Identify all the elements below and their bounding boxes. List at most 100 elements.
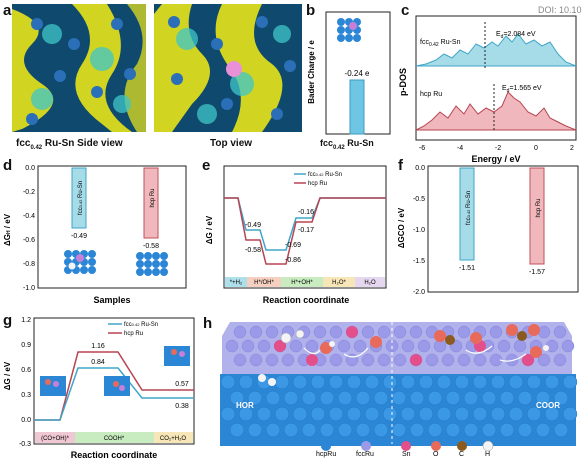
panel-d-bar-1 (71, 167, 87, 229)
panel-g-structure-3 (164, 346, 190, 366)
panel-f-bar-2 (529, 167, 545, 265)
panel-e-val-6: -0.17 (298, 227, 314, 234)
panel-g-structure-1 (40, 376, 66, 396)
panel-d-value-1: -0.49 (71, 233, 87, 240)
panel-g-ytick-0: 1.2 (21, 317, 31, 324)
panel-g-series-fcc (34, 367, 194, 421)
panel-e-val-1: -0.49 (245, 222, 261, 229)
panel-d-bar2-label: hcp Ru (150, 188, 156, 207)
panel-h-legend-3: O (433, 451, 439, 458)
panel-h-legend-1: fccRu (356, 451, 374, 458)
panel-c-chart: p-DOS fcc0.42 Ru-Sn Ed=2.084 eV hcp Ru E… (398, 15, 577, 164)
panel-e-legend-1: fcc0.42 Ru-Sn (308, 172, 342, 178)
panel-f-bar1-label: fcc0.42 Ru-Sn (466, 191, 472, 225)
panel-g-label: g (3, 312, 13, 329)
panel-h-legend-0: hcpRu (316, 451, 336, 458)
panel-h-illustration: HOR COOR hcpRu fccRu Sn O C H (216, 318, 580, 458)
panel-e-legend-2: hcp Ru (308, 181, 327, 187)
panel-b-ylabel: Bader Charge / e (307, 40, 316, 104)
panel-c-series1-area (415, 33, 577, 67)
panel-d-xlabel: Samples (93, 295, 130, 305)
panel-g-val-2: 0.84 (91, 359, 105, 366)
panel-g-val-1: 1.16 (91, 343, 105, 350)
panel-b-inset-structure (337, 18, 361, 42)
panel-c-xtick-3: 0 (534, 145, 538, 152)
panel-f-ylabel: ΔGCO / eV (397, 207, 406, 248)
panel-e-val-3: -0.69 (285, 242, 301, 249)
panel-g-ytick-3: 0.3 (21, 392, 31, 399)
panel-g-step-1: (CO+OH)* (41, 436, 70, 442)
doi-watermark: DOI: 10.10 (538, 5, 582, 15)
panel-c-series1-ed: Ed=2.084 eV (496, 31, 536, 40)
panel-b-bar (349, 79, 365, 135)
panel-d-value-2: -0.58 (143, 243, 159, 250)
panel-g-step-3: CO₂+H₂O (160, 436, 186, 442)
panel-g-ytick-4: 0.0 (21, 417, 31, 424)
panel-d-ytick-2: -0.4 (23, 213, 35, 220)
panel-g-xlabel: Reaction coordinate (71, 450, 158, 460)
panel-d-structure-2 (136, 252, 168, 276)
panel-g-structure-2 (104, 376, 130, 396)
panel-e-step-3: H*+OH* (291, 280, 313, 286)
panel-g-ytick-1: 0.9 (21, 342, 31, 349)
panel-e-val-5: -0.16 (298, 209, 314, 216)
panel-d-chart: ΔGH / eV 0.0 -0.2 -0.4 -0.6 -0.8 -1.0 fc… (4, 165, 187, 305)
panel-d-ytick-1: -0.2 (23, 189, 35, 196)
panel-a-structures (12, 4, 302, 132)
panel-d-label: d (3, 157, 13, 174)
panel-e-step-2: H*/OH* (254, 280, 274, 286)
panel-d-ytick-0: 0.0 (25, 165, 35, 172)
panel-d-ytick-5: -1.0 (23, 285, 35, 292)
panel-c-xtick-4: 2 (570, 145, 574, 152)
panel-g-ytick-5: -0.3 (19, 441, 31, 448)
panel-e-val-4: -0.86 (285, 257, 301, 264)
panel-d-ytick-4: -0.8 (23, 261, 35, 268)
panel-f-bar-1 (459, 167, 475, 261)
panel-c-series2-area (415, 91, 577, 131)
panel-b-value-label: -0.24 e (345, 69, 370, 78)
panel-g-chart: ΔG / eV 1.2 0.9 0.6 0.3 0.0 -0.3 fcc0.42… (4, 317, 195, 460)
panel-e-step-4: H₂O* (332, 280, 346, 286)
panel-h-hor-label: HOR (236, 401, 254, 410)
panel-f-ytick-4: -2.0 (413, 289, 425, 296)
panel-f-bar2-label: hcp Ru (536, 198, 542, 217)
panel-h-adsorbates (258, 324, 549, 386)
panel-c-series1-label: fcc0.42 Ru-Sn (420, 39, 461, 48)
panel-d-ytick-3: -0.6 (23, 237, 35, 244)
panel-g-val-3: 0.57 (175, 381, 189, 388)
panel-b-chart: Bader Charge / e -0.24 e (307, 11, 391, 135)
panel-f-ytick-0: 0.0 (415, 165, 425, 172)
panel-g-ytick-2: 0.6 (21, 367, 31, 374)
panel-f-ytick-3: -1.5 (413, 258, 425, 265)
panel-f-value-1: -1.51 (459, 265, 475, 272)
panel-f-ytick-2: -1.0 (413, 227, 425, 234)
panel-c-xlabel: Energy / eV (471, 154, 520, 164)
panel-d-bar-2 (143, 167, 159, 239)
panel-a-side-caption: fcc0.42 Ru-Sn Side view (16, 138, 123, 151)
panel-e-chart: ΔG / eV fcc0.42 Ru-Sn hcp Ru -0.49 -0.58… (205, 165, 387, 305)
panel-g-step-2: COOH* (104, 436, 125, 442)
panel-d-ylabel: ΔGH / eV (4, 213, 12, 246)
panel-e-series-2 (224, 197, 386, 265)
panel-g-legend-2: hcp Ru (124, 331, 143, 337)
panel-d-bar1-label: fcc0.42 Ru-Sn (78, 181, 84, 215)
panel-c-series2-ed: Ed=1.565 eV (502, 85, 542, 94)
panel-b-label: b (306, 2, 316, 19)
panel-c-ylabel: p-DOS (398, 68, 408, 96)
panel-f-label: f (398, 157, 403, 174)
panel-h-label: h (203, 315, 213, 332)
panel-g-legend-1: fcc0.42 Ru-Sn (124, 322, 158, 328)
panel-h-legend-2: Sn (402, 451, 411, 458)
panel-e-xlabel: Reaction coordinate (263, 295, 350, 305)
panel-a-label: a (3, 2, 12, 19)
panel-c-xtick-1: -4 (457, 145, 463, 152)
panel-f-value-2: -1.57 (529, 269, 545, 276)
panel-c-series2-label: hcp Ru (420, 91, 442, 98)
panel-e-ylabel: ΔG / eV (205, 215, 214, 244)
panel-c-xtick-0: -6 (419, 145, 425, 152)
panel-a-top-caption: Top view (210, 138, 253, 149)
panel-c-label: c (401, 2, 410, 19)
panel-h-legend-4: C (459, 451, 464, 458)
panel-d-structure-1 (64, 250, 96, 274)
panel-f-ytick-1: -0.5 (413, 196, 425, 203)
